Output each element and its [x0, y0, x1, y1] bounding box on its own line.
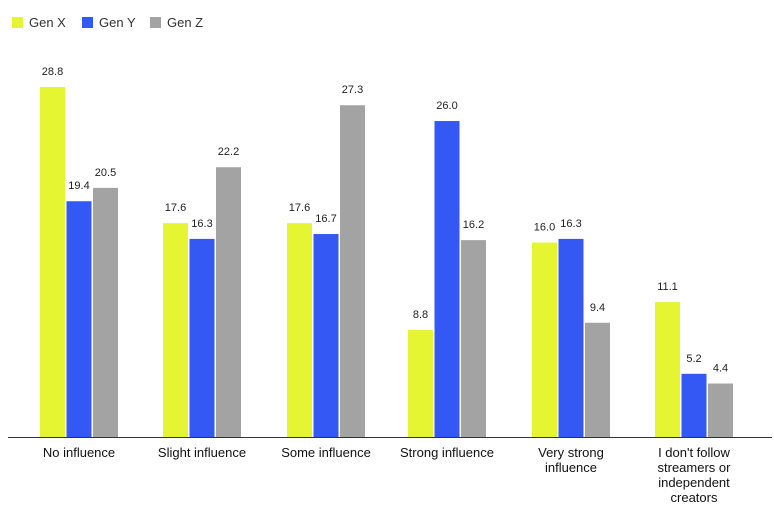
value-label-4-0: 16.0: [534, 222, 555, 234]
category-label-0: No influence: [43, 445, 115, 460]
value-label-0-1: 19.4: [68, 180, 89, 192]
bar-3-2: [461, 240, 486, 437]
bar-0-2: [93, 187, 118, 437]
legend-label-2: Gen Z: [167, 15, 203, 30]
bar-0-1: [66, 201, 92, 437]
value-labels: 28.8 19.4 20.5 17.6 16.3 22.2 17.6 16.7 27.3 8.8 2…: [42, 66, 728, 375]
category-labels: No influence Slight influence Some influen…: [43, 445, 731, 505]
value-label-2-0: 17.6: [289, 202, 310, 214]
value-label-2-1: 16.7: [315, 213, 336, 225]
bar-1-1: [189, 238, 215, 437]
value-label-0-2: 20.5: [95, 167, 116, 179]
bar-4-0: [532, 242, 557, 437]
bar-2-2: [340, 105, 365, 438]
category-label-1: Slight influence: [158, 445, 246, 460]
legend: Gen X Gen Y Gen Z: [12, 15, 203, 30]
category-label-5: I don't follow streamers or independent cre…: [658, 445, 732, 505]
bar-5-2: [708, 383, 733, 437]
bar-1-2: [216, 167, 241, 438]
legend-label-1: Gen Y: [99, 15, 136, 30]
value-label-4-1: 16.3: [560, 218, 581, 230]
legend-swatch-1: [82, 17, 93, 28]
bar-4-1: [558, 238, 584, 437]
category-label-3: Strong influence: [400, 445, 494, 460]
legend-swatch-2: [150, 17, 161, 28]
value-label-1-2: 22.2: [218, 146, 239, 158]
bar-4-2: [585, 322, 610, 437]
bar-2-0: [287, 223, 312, 437]
bar-1-0: [163, 223, 188, 437]
legend-label-0: Gen X: [29, 15, 66, 30]
bar-2-1: [313, 234, 339, 437]
value-label-5-0: 11.1: [657, 281, 678, 293]
value-label-0-0: 28.8: [42, 66, 63, 78]
bar-0-0: [40, 87, 65, 437]
value-label-1-0: 17.6: [165, 202, 186, 214]
value-label-5-1: 5.2: [686, 353, 701, 365]
legend-swatch-0: [12, 17, 23, 28]
bars: [40, 87, 733, 438]
category-label-2: Some influence: [281, 445, 371, 460]
bar-3-1: [434, 121, 460, 438]
value-label-3-1: 26.0: [436, 100, 457, 112]
value-label-3-2: 16.2: [463, 219, 484, 231]
bar-5-1: [681, 373, 707, 437]
value-label-5-2: 4.4: [713, 363, 728, 375]
bar-5-0: [655, 302, 680, 437]
value-label-2-2: 27.3: [342, 84, 363, 96]
value-label-1-1: 16.3: [191, 218, 212, 230]
bar-3-0: [408, 330, 433, 437]
value-label-4-2: 9.4: [590, 302, 605, 314]
category-label-4: Very strong influence: [538, 445, 604, 475]
value-label-3-0: 8.8: [413, 309, 428, 321]
